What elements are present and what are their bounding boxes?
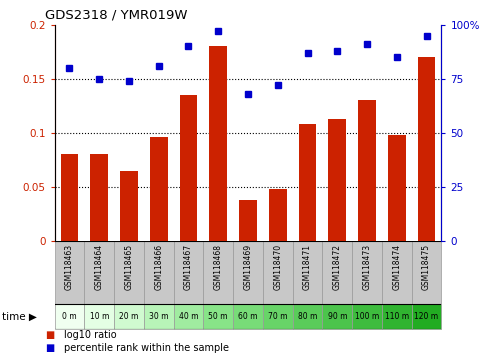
Bar (84, 304, 114, 329)
Text: 100 m: 100 m (355, 312, 379, 321)
Text: GSM118464: GSM118464 (95, 244, 104, 290)
Bar (174, 241, 203, 304)
Text: 120 m: 120 m (415, 312, 438, 321)
Text: GSM118473: GSM118473 (363, 244, 372, 290)
Bar (239, 200, 257, 241)
Bar (352, 241, 382, 304)
Text: ■: ■ (45, 343, 54, 353)
Bar (358, 100, 376, 241)
Bar (120, 171, 138, 241)
Bar (144, 241, 174, 304)
Text: GSM118463: GSM118463 (65, 244, 74, 290)
Bar (418, 57, 435, 241)
Bar (144, 304, 174, 329)
Text: 40 m: 40 m (179, 312, 198, 321)
Text: GSM118468: GSM118468 (214, 244, 223, 290)
Text: ■: ■ (45, 330, 54, 339)
Text: time ▶: time ▶ (2, 312, 37, 322)
Text: log10 ratio: log10 ratio (64, 330, 117, 339)
Bar (352, 304, 382, 329)
Text: GSM118475: GSM118475 (422, 244, 431, 290)
Bar (293, 241, 322, 304)
Text: GSM118471: GSM118471 (303, 244, 312, 290)
Text: GSM118467: GSM118467 (184, 244, 193, 290)
Text: 50 m: 50 m (208, 312, 228, 321)
Text: 60 m: 60 m (238, 312, 258, 321)
Text: 0 m: 0 m (62, 312, 77, 321)
Bar (61, 154, 78, 241)
Bar (203, 241, 233, 304)
Text: GSM118465: GSM118465 (124, 244, 133, 290)
Text: 90 m: 90 m (327, 312, 347, 321)
Bar (412, 304, 441, 329)
Bar (55, 241, 84, 304)
Text: 20 m: 20 m (119, 312, 139, 321)
Bar (114, 241, 144, 304)
Bar (203, 304, 233, 329)
Bar (233, 304, 263, 329)
Bar (299, 124, 316, 241)
Bar (209, 46, 227, 241)
Text: GSM118466: GSM118466 (154, 244, 163, 290)
Bar (263, 304, 293, 329)
Bar (328, 119, 346, 241)
Bar (55, 304, 84, 329)
Bar (90, 154, 108, 241)
Text: GSM118470: GSM118470 (273, 244, 282, 290)
Bar (84, 241, 114, 304)
Bar (174, 304, 203, 329)
Text: GSM118472: GSM118472 (333, 244, 342, 290)
Bar (150, 137, 168, 241)
Bar (388, 135, 406, 241)
Text: 80 m: 80 m (298, 312, 317, 321)
Bar (382, 241, 412, 304)
Text: GDS2318 / YMR019W: GDS2318 / YMR019W (45, 8, 187, 21)
Text: GSM118469: GSM118469 (244, 244, 252, 290)
Text: 110 m: 110 m (385, 312, 409, 321)
Text: 70 m: 70 m (268, 312, 288, 321)
Bar (269, 189, 287, 241)
Text: 10 m: 10 m (89, 312, 109, 321)
Bar (382, 304, 412, 329)
Bar (293, 304, 322, 329)
Bar (114, 304, 144, 329)
Text: GSM118474: GSM118474 (392, 244, 401, 290)
Bar (322, 304, 352, 329)
Text: percentile rank within the sample: percentile rank within the sample (64, 343, 230, 353)
Bar (263, 241, 293, 304)
Bar (322, 241, 352, 304)
Text: 30 m: 30 m (149, 312, 169, 321)
Bar (180, 95, 197, 241)
Bar (233, 241, 263, 304)
Bar (412, 241, 441, 304)
